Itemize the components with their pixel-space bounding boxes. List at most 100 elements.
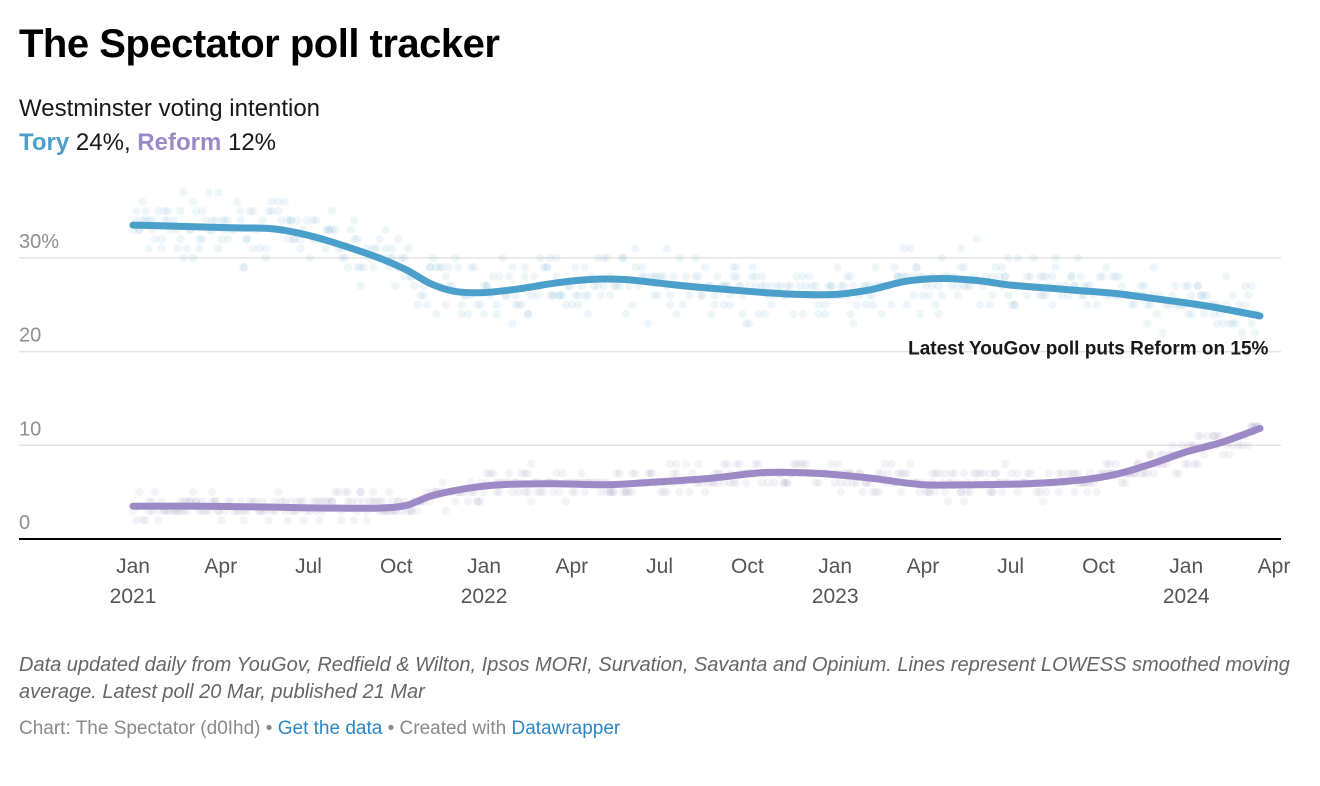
poll-dot <box>176 206 185 216</box>
poll-dot <box>997 263 1007 272</box>
poll-dot <box>782 281 792 291</box>
annotations: Latest YouGov poll puts Reform on 15% <box>908 338 1268 359</box>
poll-dot <box>754 459 763 469</box>
poll-dot <box>558 291 567 300</box>
poll-dot <box>277 216 286 225</box>
poll-dot <box>1146 300 1155 309</box>
datawrapper-link[interactable]: Datawrapper <box>511 718 621 739</box>
poll-dot <box>280 497 289 506</box>
poll-dot <box>479 281 488 291</box>
x-tick-label: Apr <box>1258 555 1291 578</box>
poll-dot <box>1234 441 1244 450</box>
poll-dot <box>653 272 662 281</box>
poll-dot <box>1212 431 1222 441</box>
poll-dot <box>1199 291 1209 300</box>
poll-dot <box>1199 309 1209 319</box>
poll-dot <box>258 216 267 225</box>
poll-dot <box>820 300 830 309</box>
poll-dot <box>1067 272 1076 281</box>
chart-credit: Chart: The Spectator (d0Ihd) <box>19 718 261 739</box>
poll-dot <box>517 469 526 478</box>
poll-dot <box>359 263 368 272</box>
poll-dot <box>476 497 485 506</box>
poll-dot <box>1042 487 1051 497</box>
poll-dot <box>220 216 229 225</box>
poll-dot <box>1120 478 1130 487</box>
get-data-link[interactable]: Get the data <box>277 718 383 739</box>
x-tick-label: Oct <box>1082 555 1115 578</box>
y-tick-label: 30% <box>19 231 59 253</box>
poll-dot <box>580 263 589 272</box>
poll-dot <box>473 497 482 506</box>
poll-dot <box>877 309 886 319</box>
poll-dot <box>255 244 264 253</box>
poll-dot <box>1111 459 1120 469</box>
poll-dot <box>1143 300 1152 309</box>
poll-dot <box>849 281 858 291</box>
poll-dot <box>988 487 997 497</box>
poll-dot <box>217 216 226 225</box>
poll-dot <box>321 497 330 506</box>
poll-dot <box>236 216 245 225</box>
gridlines <box>19 257 1281 447</box>
poll-dot <box>956 487 965 497</box>
poll-dot <box>286 216 296 225</box>
poll-dot <box>514 487 523 497</box>
poll-dot <box>432 309 441 319</box>
x-tick-label: Apr <box>204 555 237 578</box>
poll-dot <box>912 263 921 272</box>
poll-dot <box>264 516 274 525</box>
trend-lines <box>129 221 1264 512</box>
poll-dot <box>921 281 931 291</box>
poll-dot <box>1139 281 1149 291</box>
poll-dot <box>944 497 953 506</box>
poll-dot <box>760 309 770 319</box>
poll-dot <box>621 309 631 319</box>
poll-dot <box>776 281 785 291</box>
poll-dot <box>368 263 378 272</box>
poll-dot <box>188 487 198 497</box>
poll-dot <box>751 459 760 469</box>
poll-dot <box>1225 319 1234 328</box>
poll-dot <box>1070 487 1079 497</box>
poll-dot <box>489 469 498 478</box>
poll-dot <box>887 459 896 469</box>
poll-dot <box>495 272 504 281</box>
poll-dot <box>599 253 608 263</box>
poll-dot <box>1139 469 1149 478</box>
poll-dot <box>308 497 318 506</box>
poll-dot <box>555 291 564 300</box>
poll-dot <box>741 478 751 487</box>
poll-dot <box>192 206 201 216</box>
poll-dot <box>631 244 640 253</box>
poll-dot <box>583 309 593 319</box>
x-tick-year: 2022 <box>461 585 508 608</box>
poll-dot <box>482 281 492 291</box>
poll-dot <box>391 281 400 291</box>
poll-dot <box>1048 300 1057 309</box>
poll-dot <box>198 235 207 244</box>
poll-dot <box>719 478 729 487</box>
poll-dot <box>947 469 956 478</box>
reform-value: 12% <box>221 129 276 156</box>
poll-dot <box>833 459 842 469</box>
poll-dot <box>985 469 994 478</box>
poll-dot <box>1111 272 1120 281</box>
poll-dot <box>599 281 608 291</box>
poll-dot <box>899 469 909 478</box>
poll-dot <box>214 244 223 253</box>
poll-dot <box>1196 291 1206 300</box>
poll-dot <box>324 225 334 234</box>
poll-dot <box>169 216 179 225</box>
chart-notes: Data updated daily from YouGov, Redfield… <box>19 654 1290 703</box>
poll-dot <box>956 487 965 497</box>
poll-dot <box>893 469 902 478</box>
poll-dot <box>991 469 1000 478</box>
poll-dot <box>1149 263 1158 272</box>
poll-dot <box>959 281 969 291</box>
poll-dot <box>757 281 766 291</box>
poll-dot <box>1247 281 1256 291</box>
poll-dot <box>827 281 836 291</box>
poll-dot <box>504 272 514 281</box>
poll-dot <box>267 206 277 216</box>
